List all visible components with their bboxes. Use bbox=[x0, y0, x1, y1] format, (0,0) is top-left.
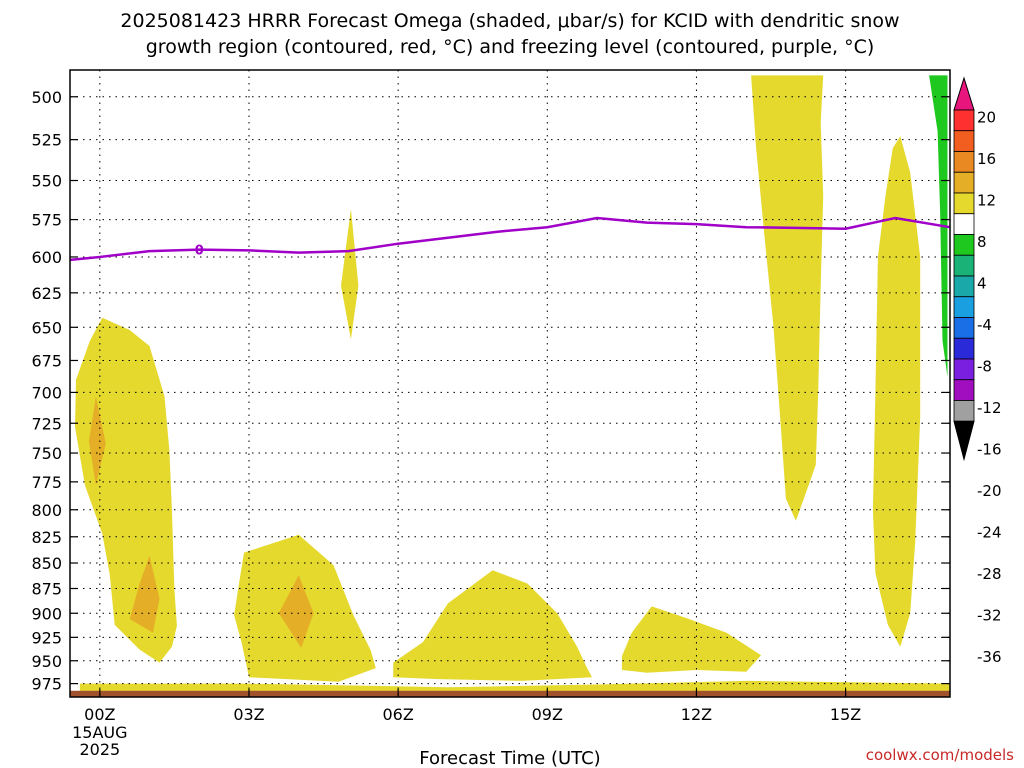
x-tick-label-1: 03Z bbox=[233, 705, 264, 724]
colorbar-label-5: -4 bbox=[977, 316, 992, 334]
colorbar-label-0: 20 bbox=[977, 108, 996, 126]
omega-region-11 bbox=[929, 75, 948, 378]
y-tick-label-10: 750 bbox=[31, 444, 62, 463]
omega-region-3 bbox=[129, 555, 160, 633]
colorbar-box-7 bbox=[953, 254, 975, 277]
y-tick-label-8: 700 bbox=[31, 383, 62, 402]
colorbar-box-5 bbox=[953, 213, 975, 235]
colorbar-label-10: -24 bbox=[977, 523, 1002, 541]
y-tick-label-2: 550 bbox=[31, 172, 62, 191]
chart-title-line-1: 2025081423 HRRR Forecast Omega (shaded, … bbox=[120, 10, 899, 32]
y-tick-label-14: 850 bbox=[31, 554, 62, 573]
y-tick-label-7: 675 bbox=[31, 351, 62, 370]
omega-shading bbox=[70, 75, 950, 697]
colorbar-box-12 bbox=[953, 358, 975, 381]
colorbar-label-13: -36 bbox=[977, 648, 1002, 666]
colorbar-box-14 bbox=[953, 400, 975, 422]
colorbar-box-9 bbox=[953, 296, 975, 318]
y-tick-label-15: 875 bbox=[31, 579, 62, 598]
colorbar-box-3 bbox=[953, 171, 975, 194]
colorbar-box-6 bbox=[953, 234, 975, 256]
omega-region-2 bbox=[88, 396, 106, 486]
omega-region-7 bbox=[393, 570, 592, 681]
freezing-level-label: 0 bbox=[195, 244, 204, 259]
freezing-level-line bbox=[69, 216, 951, 262]
x-tick-label-3: 09Z bbox=[532, 705, 563, 724]
colorbar-label-3: 8 bbox=[977, 233, 987, 251]
y-tick-label-13: 825 bbox=[31, 528, 62, 547]
source-credit: coolwx.com/models bbox=[866, 746, 1014, 764]
x-tick-sublabel-0-1: 2025 bbox=[79, 740, 120, 759]
omega-colorbar: 20 16 12 8 4 -4 -8 -12 -16 -20 -24 -28 -32 -36 bbox=[953, 76, 1002, 666]
pressure-axis: 500 525 550 575 600 625 650 675 700 725 750 775 800 8… bbox=[31, 88, 950, 694]
colorbar-label-11: -28 bbox=[977, 565, 1002, 583]
x-tick-label-4: 12Z bbox=[681, 705, 712, 724]
colorbar-box-2 bbox=[953, 151, 975, 173]
colorbar-box-10 bbox=[953, 317, 975, 339]
omega-region-8 bbox=[621, 606, 762, 673]
y-tick-label-3: 575 bbox=[31, 211, 62, 230]
x-tick-label-5: 15Z bbox=[830, 705, 861, 724]
omega-region-10 bbox=[872, 136, 921, 647]
colorbar-top-arrow bbox=[953, 76, 975, 111]
y-tick-label-5: 625 bbox=[31, 284, 62, 303]
colorbar-box-0 bbox=[953, 109, 975, 132]
y-tick-label-12: 800 bbox=[31, 501, 62, 520]
y-tick-label-17: 925 bbox=[31, 628, 62, 647]
y-tick-label-1: 525 bbox=[31, 131, 62, 150]
y-tick-label-16: 900 bbox=[31, 604, 62, 623]
colorbar-label-1: 16 bbox=[977, 150, 996, 168]
plot-frame bbox=[69, 69, 951, 698]
x-tick-label-0: 00Z bbox=[84, 705, 115, 724]
y-tick-label-19: 975 bbox=[31, 675, 62, 694]
colorbar-label-2: 12 bbox=[977, 191, 996, 209]
colorbar-label-9: -20 bbox=[977, 482, 1002, 500]
y-tick-label-0: 500 bbox=[31, 88, 62, 107]
colorbar-label-12: -32 bbox=[977, 606, 1002, 624]
x-tick-label-2: 06Z bbox=[382, 705, 413, 724]
x-tick-sublabel-0-0: 15AUG bbox=[72, 723, 127, 742]
colorbar-label-8: -16 bbox=[977, 440, 1002, 458]
colorbar-label-6: -8 bbox=[977, 357, 992, 375]
surface-band bbox=[70, 690, 950, 697]
x-axis-title: Forecast Time (UTC) bbox=[419, 748, 600, 768]
colorbar-label-4: 4 bbox=[977, 274, 987, 292]
freezing-level-contour: 0 bbox=[69, 216, 951, 262]
colorbar-box-13 bbox=[953, 379, 975, 401]
chart-title-line-2: growth region (contoured, red, °C) and f… bbox=[146, 36, 875, 58]
omega-region-6 bbox=[341, 208, 359, 340]
colorbar-box-4 bbox=[953, 192, 975, 215]
colorbar-label-7: -12 bbox=[977, 399, 1002, 417]
omega-region-5 bbox=[278, 575, 314, 648]
y-tick-label-4: 600 bbox=[31, 248, 62, 267]
colorbar-box-8 bbox=[953, 275, 975, 298]
y-tick-label-6: 650 bbox=[31, 318, 62, 337]
y-tick-label-9: 725 bbox=[31, 414, 62, 433]
gridlines bbox=[70, 70, 950, 697]
y-tick-label-18: 950 bbox=[31, 652, 62, 671]
y-tick-label-11: 775 bbox=[31, 473, 62, 492]
colorbar-bottom-arrow bbox=[953, 420, 975, 462]
omega-region-1 bbox=[75, 317, 177, 663]
colorbar-box-11 bbox=[953, 337, 975, 360]
colorbar-box-1 bbox=[953, 130, 975, 152]
omega-region-9 bbox=[751, 75, 824, 521]
